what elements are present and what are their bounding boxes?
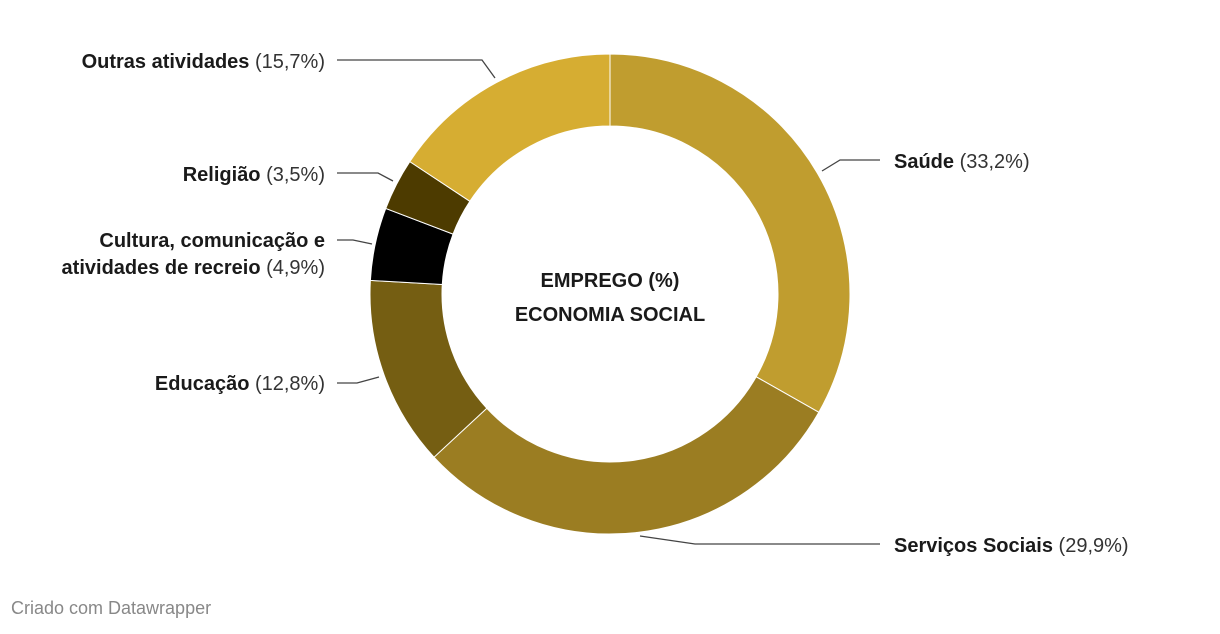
datawrapper-credit: Criado com Datawrapper [11, 598, 212, 618]
center-title-line-1: EMPREGO (%) [541, 270, 680, 292]
center-title-line-2: ECONOMIA SOCIAL [515, 304, 705, 326]
label-cultura-comunicacao-e-atividades-de-recreio-line-1: Cultura, comunicação e [99, 230, 325, 252]
leader-line-servicos-sociais [639, 535, 880, 545]
label-servicos-sociais: Serviços Sociais (29,9%) [894, 535, 1129, 557]
label-saude: Saúde (33,2%) [894, 151, 1030, 173]
leader-line-religiao [337, 172, 394, 182]
label-religiao: Religião (3,5%) [183, 164, 325, 186]
leader-line-educacao [337, 376, 380, 384]
label-outras-atividades: Outras atividades (15,7%) [82, 51, 325, 73]
leader-line-cultura-comunicacao-e-atividades-de-recreio [337, 239, 373, 245]
leader-line-saude [821, 159, 880, 172]
label-educacao: Educação (12,8%) [155, 373, 325, 395]
label-cultura-comunicacao-e-atividades-de-recreio-line-2: atividades de recreio (4,9%) [62, 257, 325, 279]
slice-servicos-sociais [433, 376, 820, 535]
donut-slices [369, 53, 851, 535]
slice-saude [609, 53, 851, 413]
slice-outras-atividades [409, 53, 611, 203]
slice-labels: Saúde (33,2%) Serviços Sociais (29,9%) Edu… [62, 51, 1129, 557]
leader-line-outras-atividades [337, 59, 496, 79]
leader-lines [337, 59, 880, 545]
